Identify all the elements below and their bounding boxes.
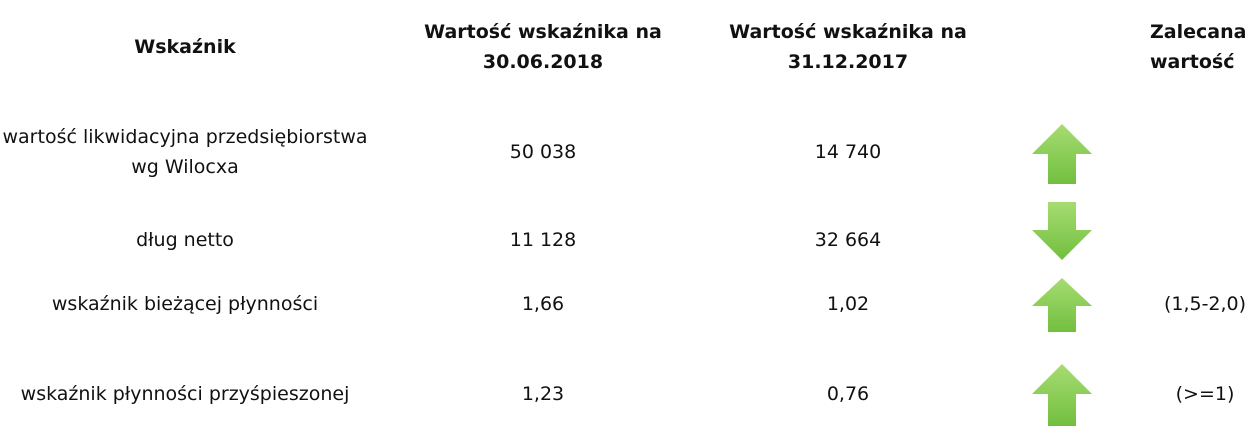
value-2018: 1,66	[521, 293, 565, 315]
value-2017: 32 664	[814, 229, 882, 251]
header-indicator: Wskaźnik	[134, 36, 236, 58]
row-label: wskaźnik płynności przyśpieszonej	[20, 383, 350, 405]
recommended: (1,5-2,0)	[1163, 293, 1247, 315]
arrow-up	[1032, 364, 1092, 426]
value-2018: 11 128	[509, 229, 577, 251]
arrow-up	[1032, 124, 1092, 184]
arrow-down	[1032, 202, 1092, 260]
value-2018: 1,23	[521, 383, 565, 405]
recommended: (>=1)	[1175, 383, 1235, 405]
row-label: dług netto	[136, 229, 234, 251]
header-recommended: Zalecana wartość	[1150, 21, 1247, 73]
value-2018: 50 038	[509, 141, 577, 163]
value-2017: 14 740	[814, 141, 882, 163]
row-label: wskaźnik bieżącej płynności	[51, 293, 319, 315]
row-label: wartość likwidacyjna przedsiębiorstwa wg…	[2, 126, 368, 178]
arrow-up	[1032, 278, 1092, 332]
header-value-2017: Wartość wskaźnika na 31.12.2017	[729, 21, 967, 73]
header-value-2018: Wartość wskaźnika na 30.06.2018	[424, 21, 662, 73]
value-2017: 1,02	[826, 293, 870, 315]
value-2017: 0,76	[826, 383, 870, 405]
